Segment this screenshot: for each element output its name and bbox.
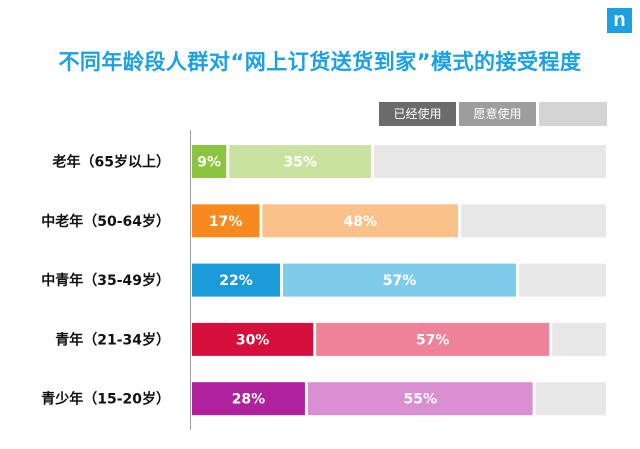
bar-segment	[316, 322, 550, 356]
data-label: 9%	[197, 155, 221, 171]
chart-title: 不同年龄段人群对“网上订货送货到家”模式的接受程度	[58, 50, 582, 74]
legend-item-rest	[539, 102, 607, 126]
data-label: 55%	[404, 392, 438, 408]
bar-segment	[192, 382, 305, 416]
bar-segment	[461, 204, 606, 238]
bar-segment	[192, 322, 314, 356]
data-label: 57%	[383, 273, 417, 289]
bar-segment	[192, 204, 260, 238]
bar-segment	[229, 145, 372, 178]
legend-item-used: 已经使用	[379, 102, 456, 126]
data-label: 22%	[219, 273, 253, 289]
bar-segment	[192, 263, 281, 297]
bar-segment	[283, 263, 517, 297]
bar-segment	[535, 382, 606, 416]
data-label: 57%	[416, 332, 450, 348]
bar-segment	[519, 263, 606, 297]
category-label: 中青年（35-49岁）	[41, 272, 170, 289]
data-label: 28%	[232, 392, 266, 408]
data-label: 30%	[236, 332, 270, 348]
bar-segment	[374, 145, 606, 178]
data-label: 17%	[209, 214, 243, 230]
category-label: 老年（65岁以上）	[53, 154, 170, 171]
bar-segment	[262, 204, 459, 238]
bar-segment	[192, 145, 227, 178]
data-label: 35%	[283, 155, 317, 171]
category-label: 中老年（50-64岁）	[41, 213, 170, 230]
category-label: 青年（21-34岁）	[55, 331, 170, 348]
bar-segment	[552, 322, 606, 356]
logo-icon: n	[607, 8, 632, 33]
bar-segment	[307, 382, 533, 416]
data-label: 48%	[343, 214, 377, 230]
category-label: 青少年（15-20岁）	[41, 391, 170, 408]
legend-item-willing: 愿意使用	[459, 102, 536, 126]
